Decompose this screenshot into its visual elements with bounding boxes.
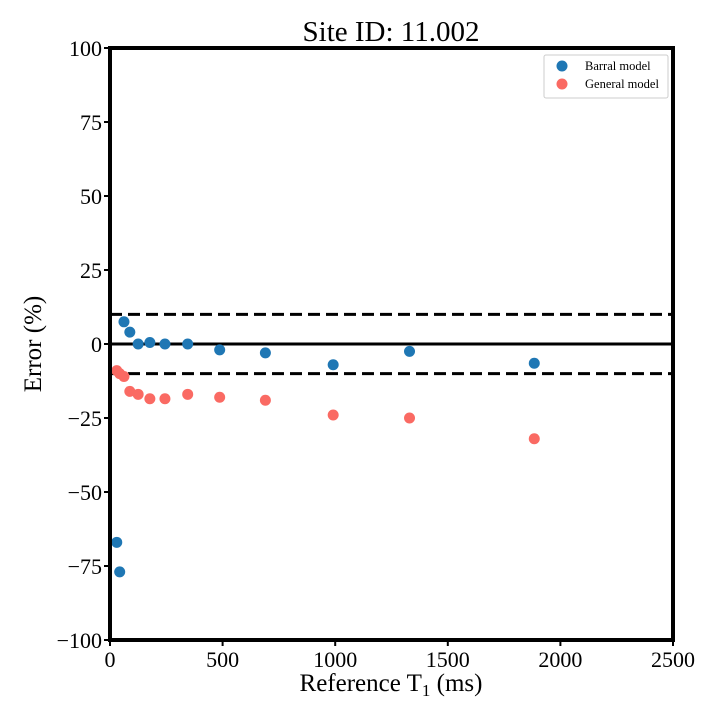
data-point-barral xyxy=(111,536,123,548)
x-axis-label-subscript: 1 xyxy=(422,681,431,700)
x-axis-label-unit: (ms) xyxy=(430,670,482,697)
data-point-barral xyxy=(159,338,171,350)
data-point-barral xyxy=(259,347,271,359)
data-point-general xyxy=(259,394,271,406)
data-point-general xyxy=(182,388,194,400)
y-axis-label: Error (%) xyxy=(20,296,47,392)
y-tick-label: 100 xyxy=(69,36,102,61)
reference-lines xyxy=(110,312,673,376)
chart-title: Site ID: 11.002 xyxy=(303,16,480,48)
data-point-barral xyxy=(114,566,126,578)
data-point-barral xyxy=(327,359,339,371)
y-tick-label: −25 xyxy=(68,406,102,431)
legend-label-barral: Barral model xyxy=(585,59,651,73)
x-axis-label-main: Reference T xyxy=(300,670,422,697)
data-point-barral xyxy=(118,316,130,328)
x-tick-label: 1000 xyxy=(313,647,357,672)
data-points xyxy=(111,316,540,578)
data-point-barral xyxy=(182,338,194,350)
y-tick-label: 0 xyxy=(91,332,102,357)
x-tick-label: 2000 xyxy=(538,647,582,672)
data-point-general xyxy=(214,391,226,403)
y-tick-label: −75 xyxy=(68,554,102,579)
y-tick-label: 25 xyxy=(80,258,102,283)
data-point-barral xyxy=(124,326,136,338)
data-point-general xyxy=(159,393,171,405)
data-point-barral xyxy=(214,344,226,356)
plot-frame xyxy=(108,46,675,642)
x-axis-label: Reference T1 (ms) xyxy=(300,670,483,700)
data-point-barral xyxy=(144,337,156,349)
x-tick-label: 1500 xyxy=(426,647,470,672)
x-axis-ticks: 0 500 1000 1500 2000 2500 xyxy=(105,640,695,672)
x-tick-label: 500 xyxy=(206,647,239,672)
data-point-general xyxy=(327,409,339,421)
y-tick-label: 50 xyxy=(80,184,102,209)
data-point-barral xyxy=(528,357,540,369)
legend-box xyxy=(543,54,669,99)
x-tick-label: 2500 xyxy=(651,647,695,672)
data-point-general xyxy=(404,412,416,424)
data-point-general xyxy=(144,393,156,405)
y-tick-label: −100 xyxy=(57,628,102,653)
data-point-barral xyxy=(132,338,144,350)
y-axis-ticks: 100 75 50 25 0 −25 −50 −75 −100 xyxy=(57,36,110,653)
data-point-barral xyxy=(404,345,416,357)
data-point-general xyxy=(528,433,540,445)
data-point-general xyxy=(118,371,130,383)
legend-marker-barral xyxy=(556,60,568,72)
y-tick-label: −50 xyxy=(68,480,102,505)
x-tick-label: 0 xyxy=(105,647,116,672)
legend: Barral model General model xyxy=(543,54,669,99)
y-tick-label: 75 xyxy=(80,110,102,135)
data-point-general xyxy=(132,388,144,400)
legend-marker-general xyxy=(556,78,568,90)
legend-label-general: General model xyxy=(585,77,659,91)
data-point-general xyxy=(124,385,136,397)
